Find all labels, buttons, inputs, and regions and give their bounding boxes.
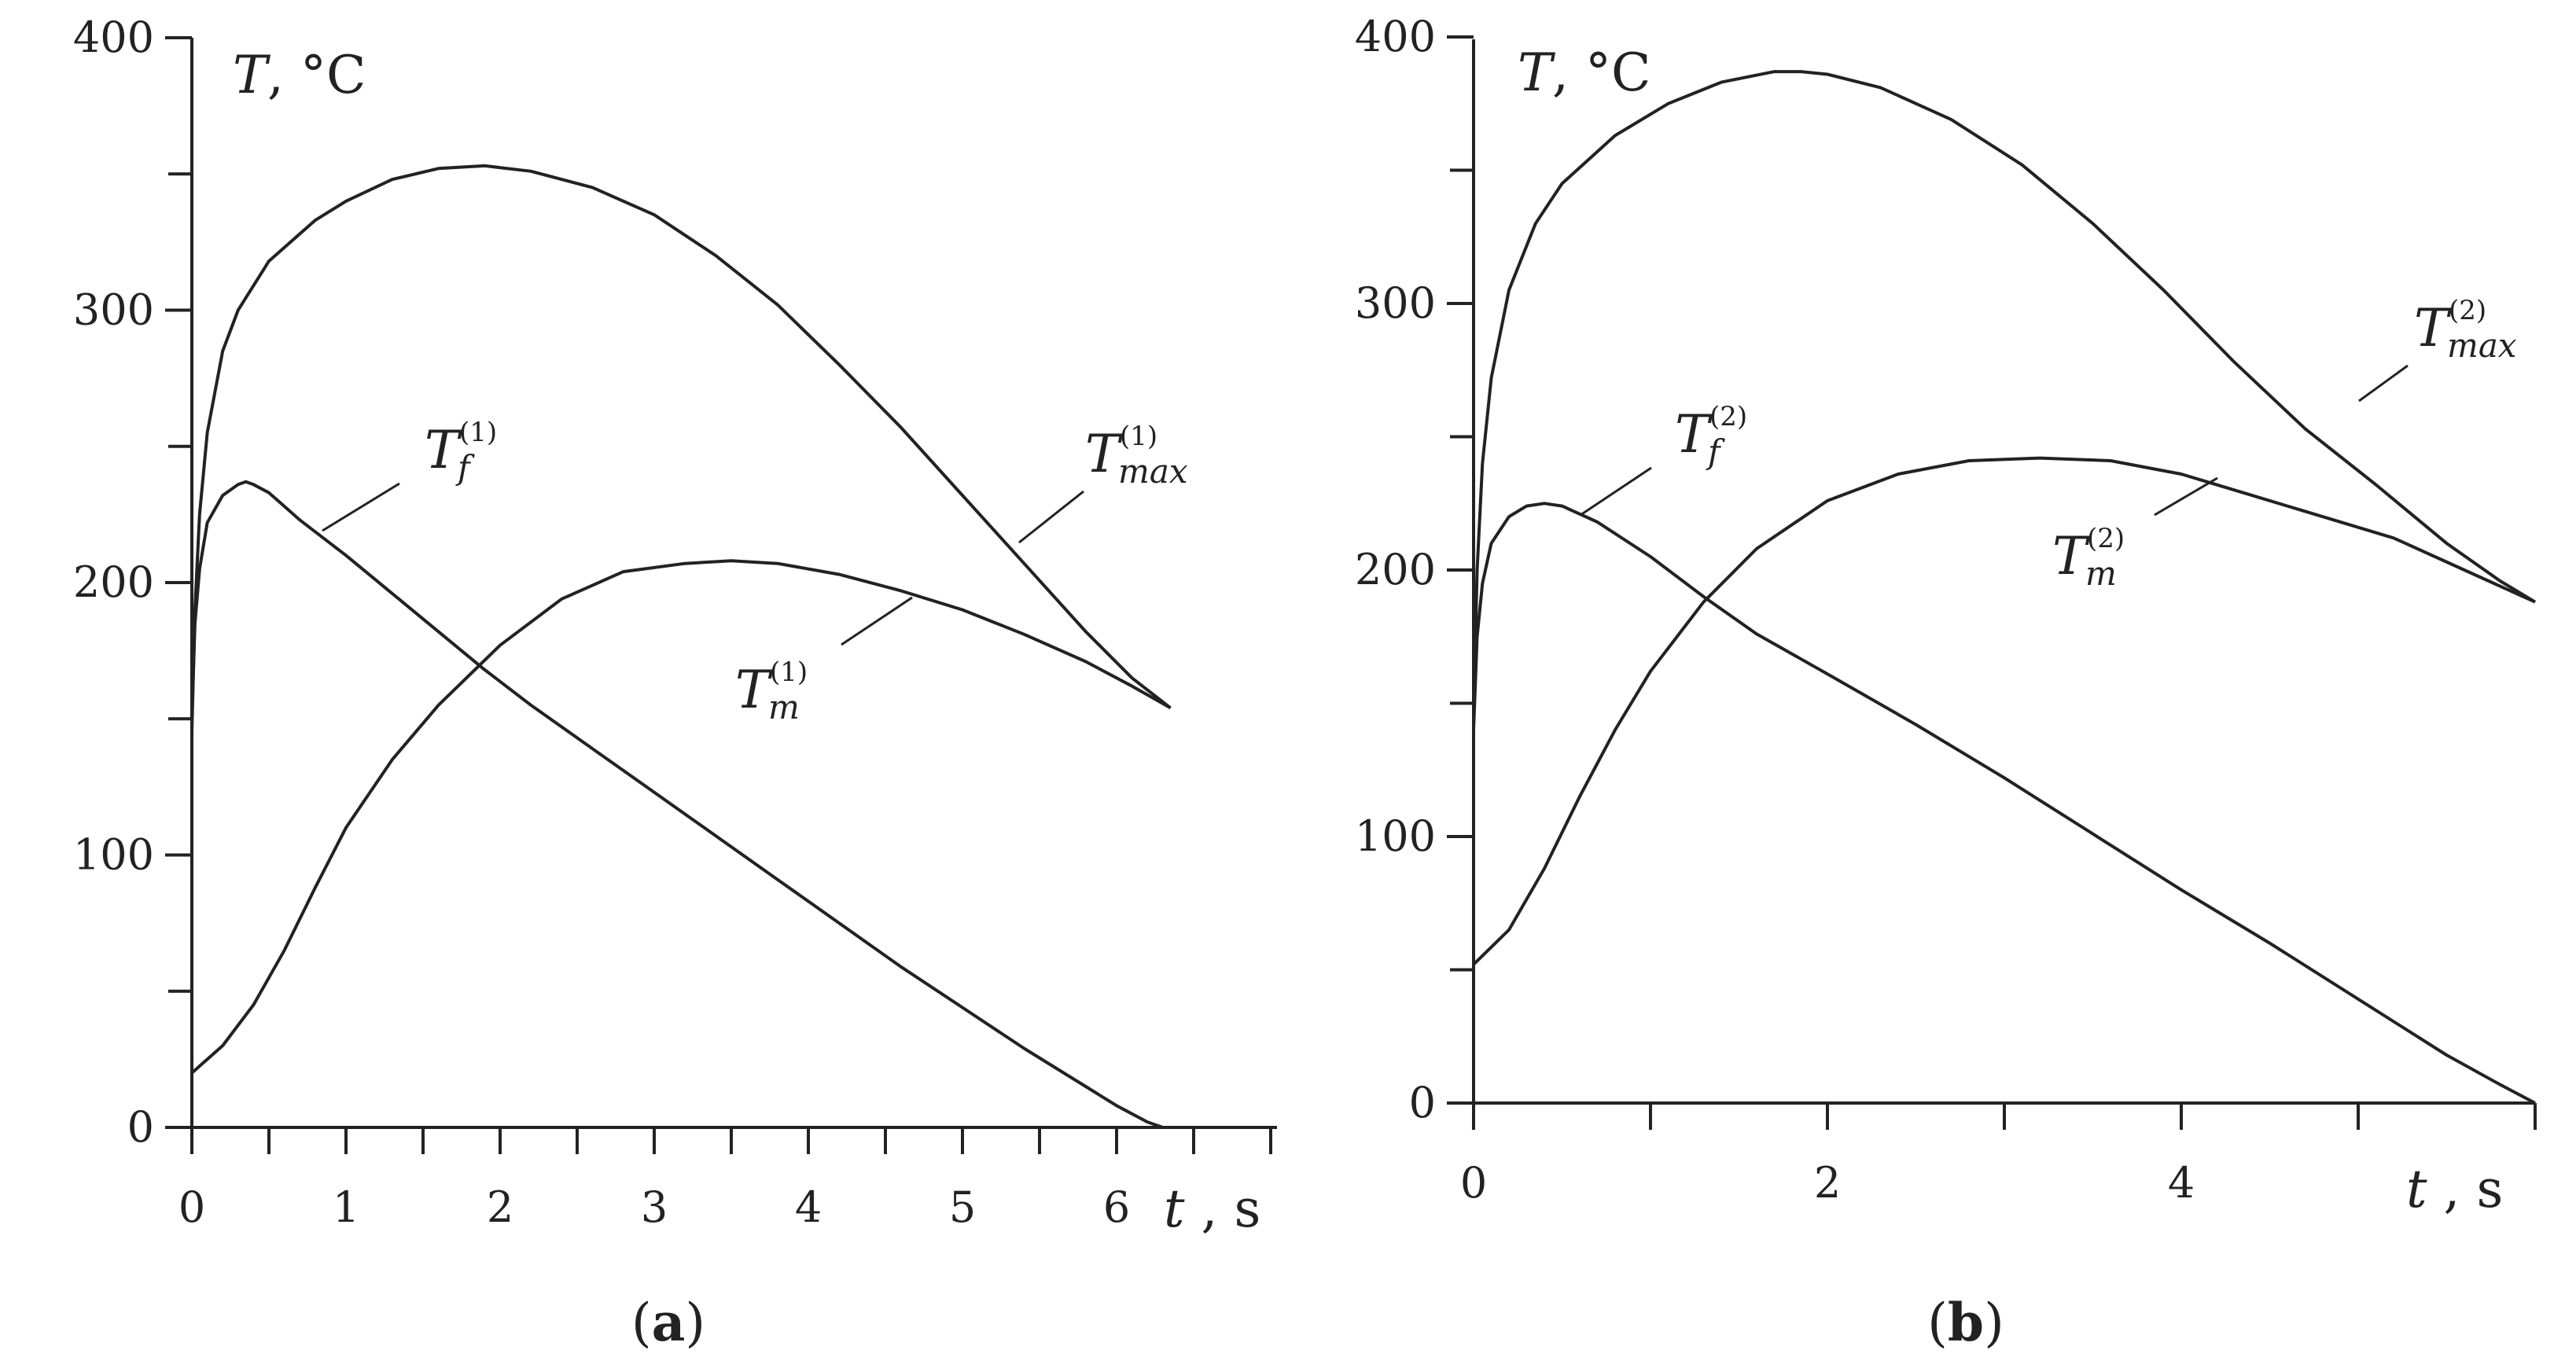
series-label-superscript: (1) [770,656,808,688]
series-label-text: Tmax [1085,424,1188,491]
leader-line [2358,364,2409,403]
series-label-text: Tf [1675,404,1725,471]
series-label-superscript: (1) [459,417,497,448]
leader-line [2154,476,2218,517]
panel-label: (a) [631,1292,705,1353]
series-label-text: Tmax [2414,298,2517,365]
series-label-superscript: (2) [2449,295,2486,326]
x-axis-title: t , s [2406,1159,2503,1219]
leader-line [1018,490,1084,544]
y-tick-label: 400 [73,13,154,62]
series-label-superscript: (2) [1709,401,1747,432]
series-label-text: Tm [2052,526,2117,593]
y-tick-label: 200 [1355,545,1436,594]
y-tick-label: 0 [1409,1078,1436,1127]
leader-line [322,482,400,532]
y-tick-label: 300 [73,285,154,335]
leader-line [841,596,913,646]
series-label-text: Tm [735,660,800,726]
x-tick-label: 4 [795,1182,822,1232]
x-tick-label: 6 [1103,1182,1130,1232]
x-axis-title: t , s [1164,1179,1260,1239]
series-line [190,480,1164,1129]
x-tick-label: 5 [949,1182,976,1232]
y-axis-title: T, °C [1518,42,1651,103]
y-tick-label: 200 [73,557,154,607]
x-tick-label: 3 [641,1182,668,1232]
leader-line [1580,466,1652,517]
x-tick-label: 0 [178,1182,205,1232]
y-tick-label: 400 [1355,12,1436,61]
x-tick-label: 2 [1814,1158,1841,1208]
series-label-superscript: (2) [2087,523,2125,554]
y-tick-label: 0 [127,1102,154,1152]
series-label: Tf(2) [1580,401,1747,517]
x-tick-label: 1 [333,1182,359,1232]
panel-label: (b) [1927,1292,2004,1353]
series-label: Tm(2) [2052,476,2218,593]
series-label: Tmax(1) [1018,421,1188,544]
series-line [1472,502,2536,1105]
y-tick-label: 100 [73,830,154,880]
series-label: Tf(1) [322,417,497,532]
series-line [190,164,1172,733]
series-label-superscript: (1) [1120,421,1157,452]
series-line [1472,456,2536,966]
x-tick-label: 4 [2168,1158,2195,1208]
series-label: Tm(1) [735,596,913,726]
y-tick-label: 100 [1355,811,1436,861]
x-tick-label: 0 [1460,1158,1487,1208]
x-tick-label: 2 [487,1182,513,1232]
y-axis-title: T, °C [233,45,366,105]
series-line [1472,70,2537,717]
y-tick-label: 300 [1355,278,1436,328]
series-label: Tmax(2) [2358,295,2517,403]
series-label-text: Tf [425,420,475,487]
series-line [190,559,1172,1075]
